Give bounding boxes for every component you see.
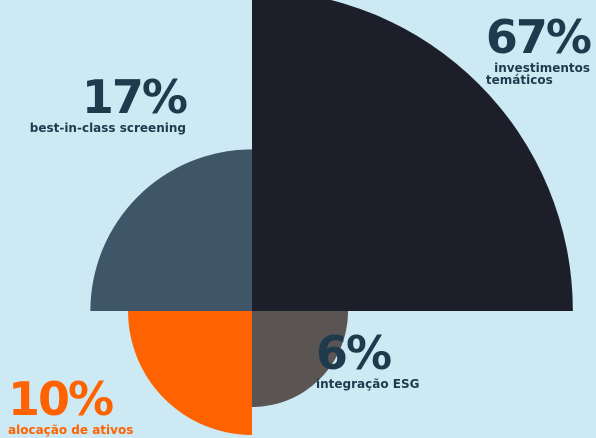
value-integracao-esg: 6% [316, 326, 392, 380]
name-best-in-class-screening: best-in-class screening [29, 121, 186, 135]
name-alocacao-de-ativos: alocação de ativos [8, 423, 134, 437]
segment-alocacao-de-ativos [128, 311, 252, 435]
value-alocacao-de-ativos: 10% [8, 372, 114, 426]
name-investimentos-tematicos-line1: investimentos [494, 61, 590, 75]
label-investimentos-tematicos: 67% investimentos temáticos [485, 10, 592, 87]
name-investimentos-tematicos-line2: temáticos [485, 73, 553, 87]
label-alocacao-de-ativos: 10% alocação de ativos [8, 376, 133, 436]
segment-best-in-class-screening [90, 149, 252, 311]
label-best-in-class-screening: 17% best-in-class screening [18, 70, 188, 135]
value-investimentos-tematicos: 67% [485, 10, 592, 64]
label-integracao-esg: 6% integração ESG [316, 330, 419, 390]
segment-integracao-esg [252, 311, 349, 408]
name-integracao-esg: integração ESG [316, 377, 420, 391]
segment-investimentos-tematicos [252, 0, 573, 311]
value-best-in-class-screening: 17% [81, 70, 188, 124]
